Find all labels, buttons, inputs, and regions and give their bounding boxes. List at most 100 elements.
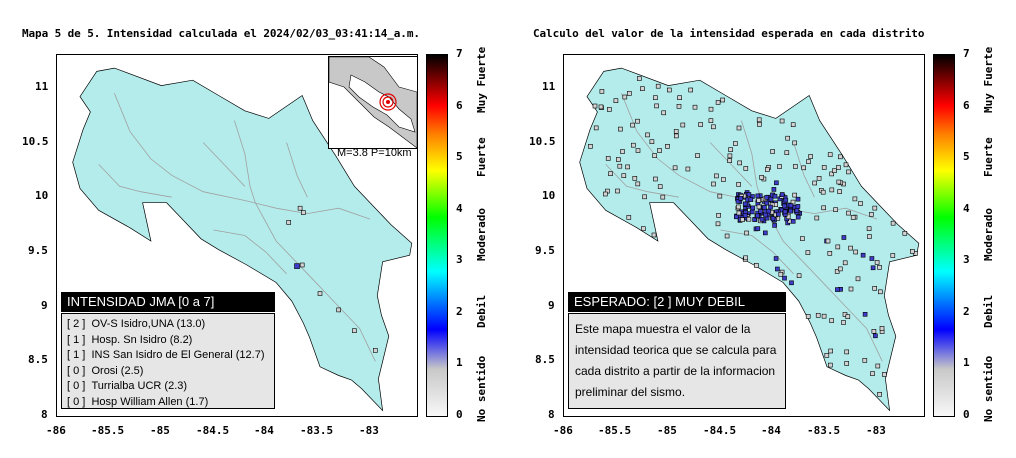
district-marker bbox=[867, 234, 872, 239]
district-marker bbox=[748, 197, 754, 202]
country-outline bbox=[72, 67, 413, 412]
district-marker bbox=[779, 118, 785, 124]
district-marker bbox=[764, 200, 770, 206]
right-map-title: Calculo del valor de la intensidad esper… bbox=[533, 27, 925, 40]
district-marker bbox=[714, 173, 719, 179]
district-marker bbox=[870, 265, 876, 271]
district-marker bbox=[846, 210, 851, 216]
road-line bbox=[793, 142, 815, 198]
district-marker bbox=[637, 76, 642, 81]
colorbar-tick-label: 1 bbox=[963, 356, 970, 369]
district-marker bbox=[649, 139, 655, 144]
district-marker bbox=[874, 260, 880, 265]
costa-rica-land bbox=[579, 67, 920, 412]
x-axis-tick-label: -84 bbox=[761, 424, 781, 437]
district-marker bbox=[608, 171, 613, 176]
epicenter-target-icon bbox=[379, 93, 397, 111]
district-marker bbox=[602, 191, 608, 197]
district-marker bbox=[632, 176, 638, 181]
left-intensity-colorbar bbox=[426, 54, 448, 417]
district-marker bbox=[828, 348, 834, 354]
district-marker bbox=[837, 154, 843, 160]
inset-costa-rica bbox=[348, 74, 416, 133]
district-marker bbox=[875, 363, 881, 369]
colorbar-category-label: Debil bbox=[982, 294, 995, 328]
district-marker bbox=[821, 313, 827, 319]
station-marker bbox=[286, 220, 291, 225]
district-marker bbox=[736, 210, 742, 216]
district-marker bbox=[837, 266, 843, 272]
x-axis-tick-label: -85.5 bbox=[598, 424, 632, 437]
district-marker bbox=[750, 205, 756, 211]
district-marker bbox=[746, 216, 752, 222]
left-legend: [ 2 ] OV-S Isidro,UNA (13.0) [ 1 ] Hosp.… bbox=[61, 313, 275, 409]
district-marker bbox=[844, 361, 850, 366]
y-axis-tick-label: 11 bbox=[542, 80, 556, 93]
district-marker bbox=[728, 147, 733, 152]
colorbar-category-label: Moderado bbox=[475, 208, 488, 261]
district-marker bbox=[795, 204, 801, 209]
district-marker bbox=[736, 125, 742, 131]
district-marker bbox=[759, 217, 765, 222]
district-marker bbox=[825, 238, 831, 244]
district-marker bbox=[862, 311, 868, 317]
district-marker bbox=[794, 208, 800, 213]
district-marker bbox=[621, 173, 627, 178]
district-marker bbox=[737, 160, 742, 166]
district-marker bbox=[727, 153, 733, 159]
district-marker bbox=[635, 181, 641, 187]
colorbar-tick-label: 1 bbox=[456, 356, 463, 369]
district-marker bbox=[651, 232, 657, 238]
district-marker bbox=[762, 205, 767, 210]
district-marker bbox=[848, 245, 853, 251]
district-marker bbox=[858, 201, 863, 206]
district-marker bbox=[866, 226, 872, 231]
road-line bbox=[720, 229, 794, 275]
district-marker bbox=[766, 208, 772, 214]
x-axis-tick-label: -85 bbox=[150, 424, 170, 437]
district-marker bbox=[757, 122, 762, 127]
district-marker bbox=[708, 106, 714, 112]
road-line bbox=[605, 164, 679, 198]
colorbar-tick-label: 5 bbox=[963, 150, 970, 163]
district-marker bbox=[815, 312, 821, 318]
district-marker bbox=[844, 349, 850, 355]
left-map-title: Mapa 5 de 5. Intensidad calculada el 202… bbox=[22, 27, 420, 40]
y-axis-tick-label: 8 bbox=[548, 408, 555, 421]
legend-row: [ 1 ] INS San Isidro de El General (12.7… bbox=[67, 349, 265, 362]
district-marker bbox=[759, 175, 764, 180]
district-marker bbox=[836, 165, 841, 170]
district-marker bbox=[605, 156, 611, 161]
district-marker bbox=[768, 196, 774, 202]
district-marker bbox=[829, 171, 835, 177]
district-marker bbox=[770, 216, 776, 221]
x-axis-tick-label: -86 bbox=[46, 424, 66, 437]
station-marker bbox=[317, 291, 323, 296]
x-axis-tick-label: -84 bbox=[254, 424, 274, 437]
district-marker bbox=[796, 273, 802, 278]
right-explanation-note: Este mapa muestra el valor de la intensi… bbox=[568, 313, 786, 409]
district-marker bbox=[890, 220, 896, 226]
district-marker bbox=[749, 209, 755, 215]
district-marker bbox=[635, 118, 640, 124]
legend-row: [ 0 ] Turrialba UCR (2.3) bbox=[67, 380, 188, 393]
district-marker bbox=[630, 122, 635, 128]
district-marker bbox=[645, 132, 650, 138]
district-marker bbox=[834, 269, 840, 274]
district-marker bbox=[763, 212, 768, 218]
district-marker bbox=[877, 265, 882, 270]
district-marker bbox=[680, 122, 686, 128]
district-marker bbox=[806, 159, 811, 164]
station-marker bbox=[372, 348, 378, 353]
district-marker bbox=[843, 162, 849, 168]
district-marker bbox=[870, 371, 875, 376]
district-marker bbox=[827, 152, 833, 157]
district-marker bbox=[848, 286, 854, 292]
colorbar-tick-label: 6 bbox=[456, 99, 463, 112]
district-marker bbox=[836, 179, 842, 185]
district-marker bbox=[622, 94, 628, 100]
station-markers bbox=[286, 205, 378, 353]
district-marker bbox=[655, 83, 661, 89]
district-marker bbox=[754, 263, 759, 268]
road-line bbox=[709, 142, 753, 187]
